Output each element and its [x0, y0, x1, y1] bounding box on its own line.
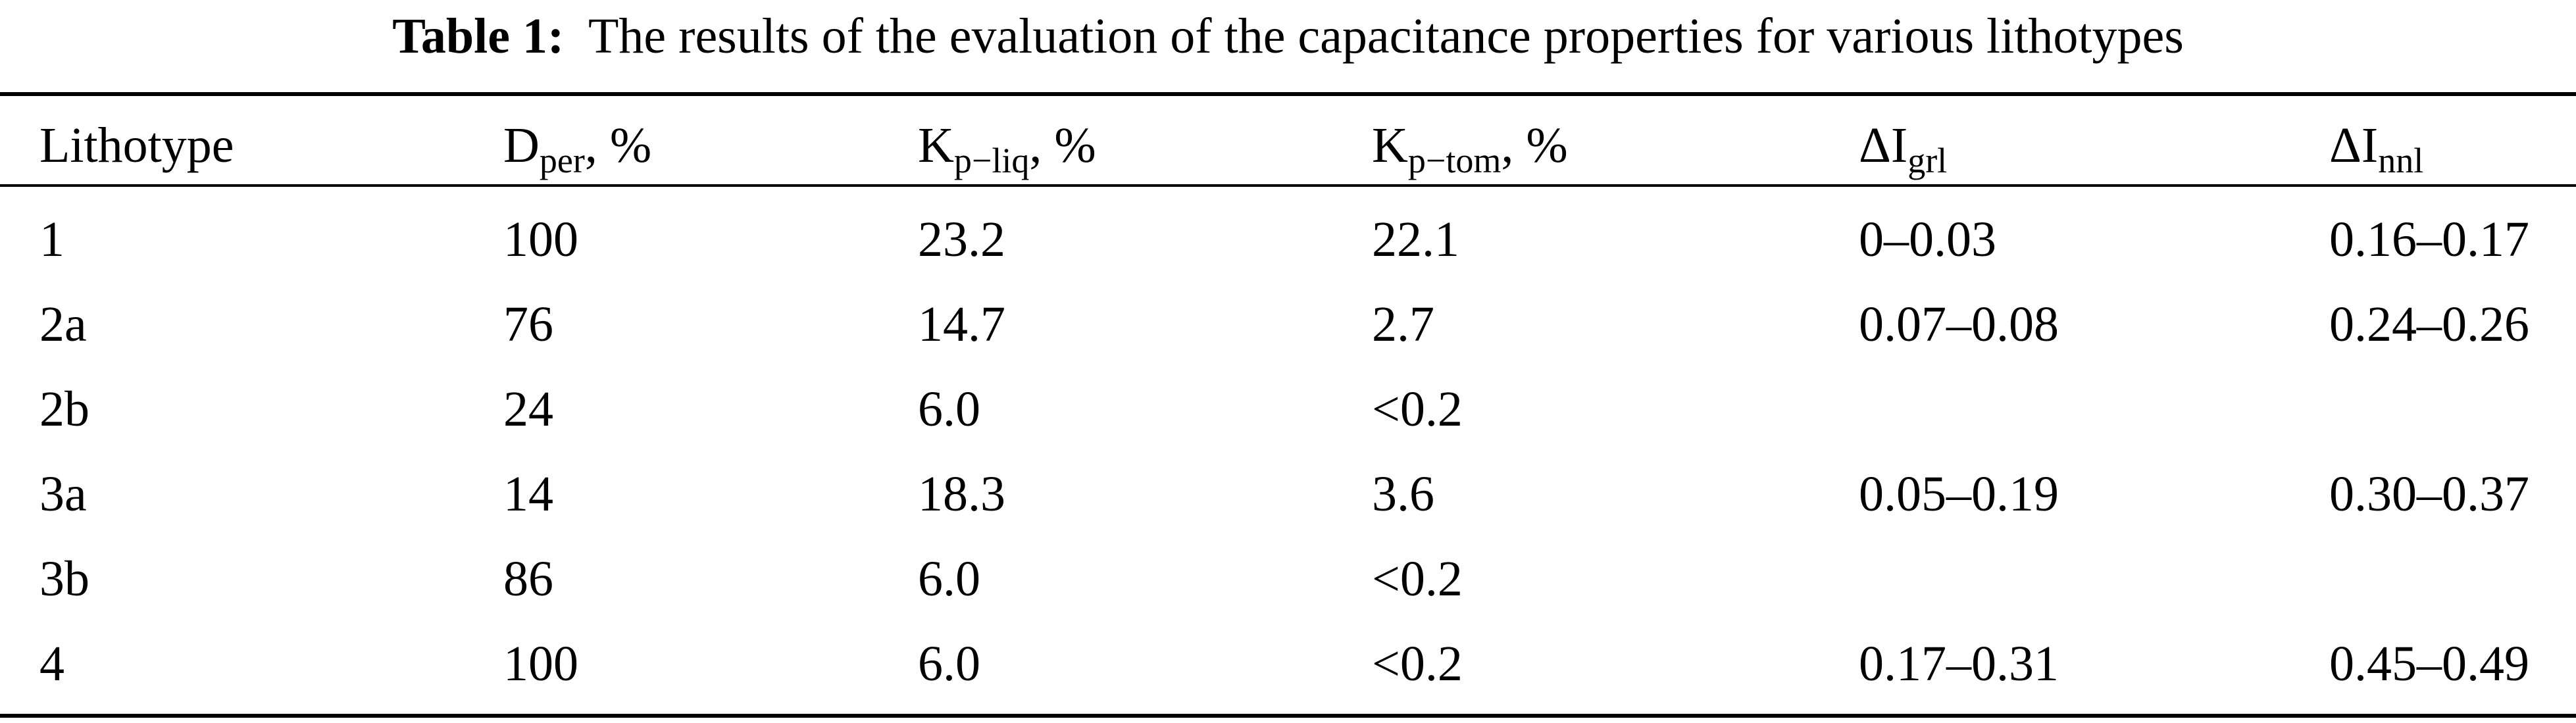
header-lithotype: Lithotype — [39, 117, 234, 173]
table-row: 3a 14 18.3 3.6 0.05–0.19 0.30–0.37 — [0, 452, 2576, 537]
table-cell: 0.30–0.37 — [2329, 466, 2529, 522]
table-cell: 6.0 — [918, 551, 980, 607]
table-cell: 14.7 — [918, 297, 1005, 352]
table-cell: 0.17–0.31 — [1859, 636, 2059, 691]
header-row: Lithotype Dper, % Kp−liq, % Kp−tom, % ΔI… — [0, 96, 2576, 189]
table-cell: 6.0 — [918, 636, 980, 691]
table-cell: 0.16–0.17 — [2329, 212, 2529, 267]
table-cell: 4 — [39, 636, 64, 691]
table-cell: 0.45–0.49 — [2329, 636, 2529, 691]
table-top-rule — [0, 92, 2576, 96]
table-cell: 100 — [503, 636, 578, 691]
table-cell: <0.2 — [1372, 636, 1463, 691]
header-delta-i-nnl: ΔInnl — [2329, 117, 2424, 180]
table-cell: 14 — [503, 466, 553, 522]
table-cell: 0–0.03 — [1859, 212, 1996, 267]
table-cell — [1819, 367, 2290, 452]
table-cell: 0.05–0.19 — [1859, 466, 2059, 522]
header-d-per: Dper, % — [503, 117, 652, 180]
table-cell: 24 — [503, 382, 553, 437]
table-cell: 86 — [503, 551, 553, 607]
table-caption: Table 1: The results of the evaluation o… — [0, 0, 2576, 79]
table-cell: 23.2 — [918, 212, 1005, 267]
table-bottom-rule — [0, 714, 2576, 718]
table-cell — [2290, 537, 2576, 622]
table-cell: 22.1 — [1372, 212, 1459, 267]
table-cell: 0.24–0.26 — [2329, 297, 2529, 352]
table-cell: 0.07–0.08 — [1859, 297, 2059, 352]
table-cell: 6.0 — [918, 382, 980, 437]
table-cell: <0.2 — [1372, 551, 1463, 607]
header-k-p-liq: Kp−liq, % — [918, 117, 1096, 180]
table-row: 3b 86 6.0 <0.2 — [0, 537, 2576, 622]
table-cell: 3a — [39, 466, 87, 522]
table-cell: 2.7 — [1372, 297, 1434, 352]
caption-text: The results of the evaluation of the cap… — [588, 9, 2184, 64]
table-cell: 18.3 — [918, 466, 1005, 522]
table-cell: 2a — [39, 297, 87, 352]
table-cell: 3.6 — [1372, 466, 1434, 522]
table-row: 4 100 6.0 <0.2 0.17–0.31 0.45–0.49 — [0, 622, 2576, 707]
table-cell — [2290, 367, 2576, 452]
results-table: Lithotype Dper, % Kp−liq, % Kp−tom, % ΔI… — [0, 96, 2576, 707]
table-cell: <0.2 — [1372, 382, 1463, 437]
table-cell: 2b — [39, 382, 89, 437]
caption-label: Table 1: — [392, 9, 565, 64]
table-cell: 76 — [503, 297, 553, 352]
header-k-p-tom: Kp−tom, % — [1372, 117, 1568, 180]
table-header-rule — [0, 184, 2576, 187]
table-row: 2b 24 6.0 <0.2 — [0, 367, 2576, 452]
table-row: 2a 76 14.7 2.7 0.07–0.08 0.24–0.26 — [0, 282, 2576, 367]
table-cell: 100 — [503, 212, 578, 267]
table-cell: 1 — [39, 212, 64, 267]
table-cell: 3b — [39, 551, 89, 607]
table-cell — [1819, 537, 2290, 622]
header-delta-i-grl: ΔIgrl — [1859, 117, 1948, 180]
table-row: 1 100 23.2 22.1 0–0.03 0.16–0.17 — [0, 189, 2576, 282]
